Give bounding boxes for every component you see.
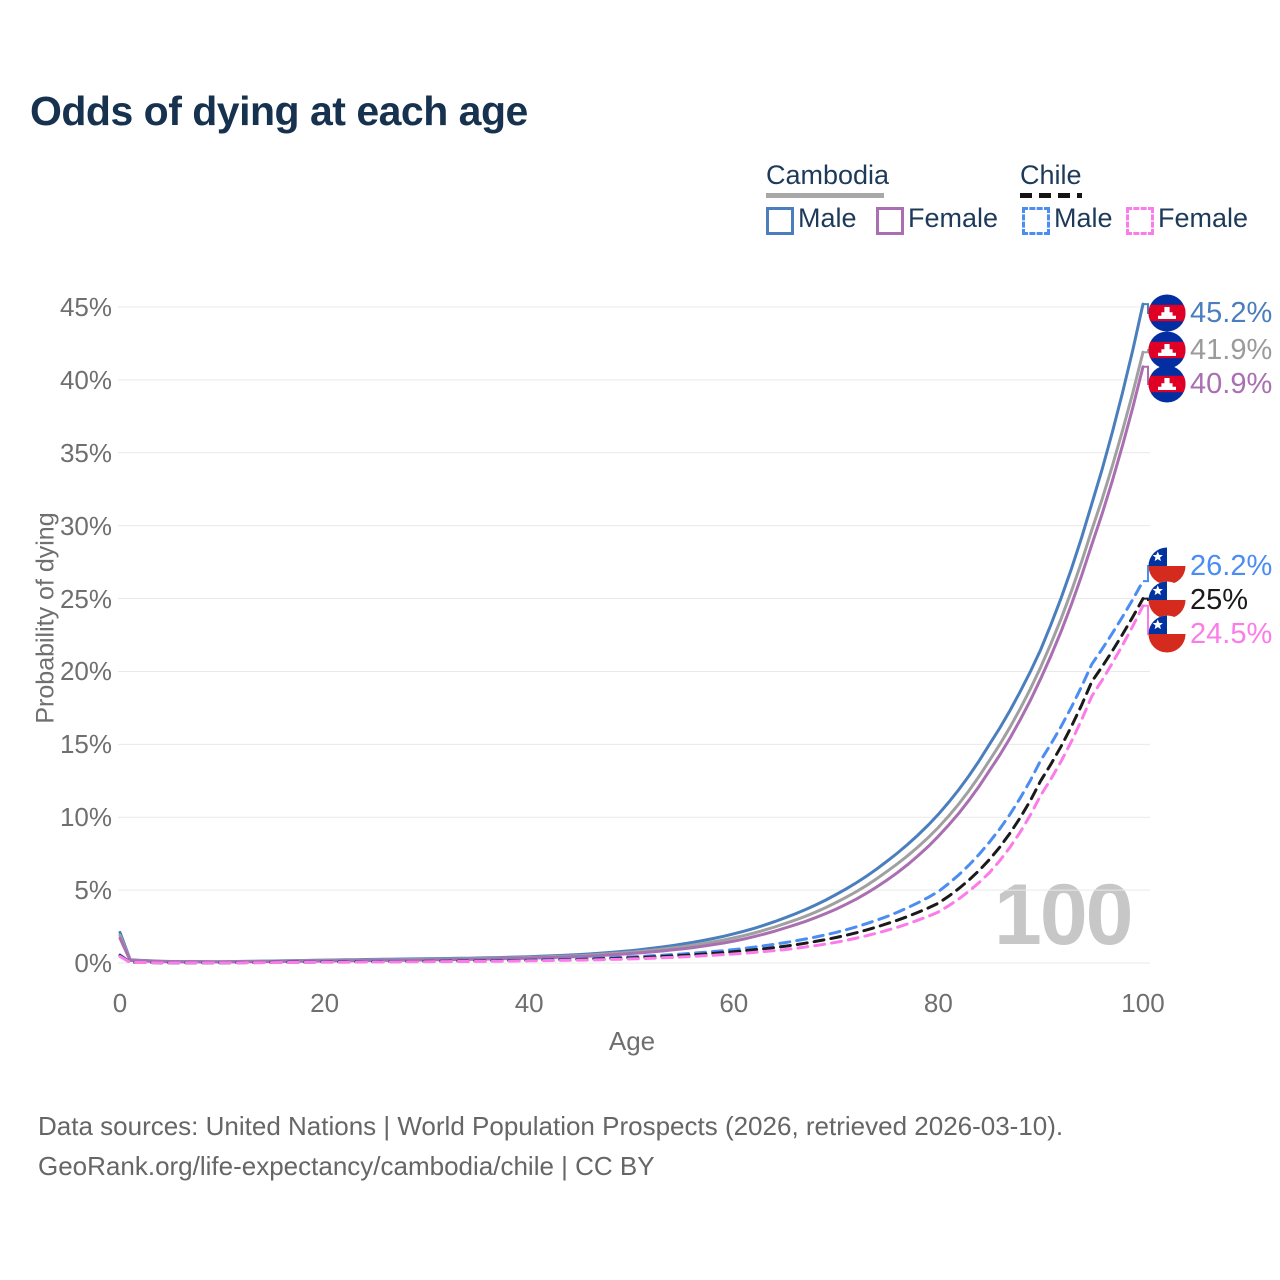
- chile-flag-icon: [1148, 615, 1186, 653]
- legend-item-cambodia-male[interactable]: Male: [798, 203, 857, 233]
- legend-item-chile-female[interactable]: Female: [1158, 203, 1249, 233]
- y-tick-label: 30%: [59, 510, 112, 541]
- y-tick-label: 0%: [74, 948, 112, 978]
- x-tick-label: 0: [112, 988, 128, 1018]
- x-tick-label: 60: [719, 988, 749, 1018]
- chile-flag-icon: [1148, 581, 1186, 619]
- y-tick-label: 25%: [59, 583, 112, 614]
- y-tick-label: 10%: [59, 802, 112, 833]
- x-tick-label: 40: [514, 988, 544, 1018]
- x-tick-label: 80: [923, 988, 953, 1018]
- end-value-label: 45.2%: [1190, 297, 1273, 329]
- legend-item-chile-male[interactable]: Male: [1054, 203, 1113, 233]
- series-line-chile-female: [118, 604, 1145, 965]
- x-tick-label: 100: [1121, 988, 1165, 1018]
- cambodia-flag-icon: [1148, 331, 1186, 369]
- legend-swatch-chile-male[interactable]: [1022, 207, 1050, 235]
- data-sources-line: Data sources: United Nations | World Pop…: [38, 1111, 1064, 1141]
- x-axis-title: Age: [608, 1026, 656, 1056]
- y-tick-label: 5%: [74, 875, 112, 906]
- end-value-label: 25%: [1190, 584, 1249, 616]
- chile-line-sample: [1020, 193, 1082, 198]
- cambodia-flag-icon: [1148, 365, 1186, 403]
- y-axis-title: Probability of dying: [31, 512, 60, 724]
- legend-swatch-cambodia-female[interactable]: [876, 207, 904, 235]
- series-line-cambodia-male: [118, 302, 1145, 964]
- end-value-label: 26.2%: [1190, 550, 1273, 582]
- series-line-chile-both: [118, 597, 1145, 965]
- cambodia-line-sample: [766, 193, 884, 198]
- source-footer: Data sources: United Nations | World Pop…: [38, 1106, 1063, 1186]
- x-tick-label: 20: [310, 988, 340, 1018]
- attribution-line: GeoRank.org/life-expectancy/cambodia/chi…: [38, 1151, 655, 1181]
- age-watermark: 100: [994, 867, 1133, 963]
- legend-swatch-cambodia-male[interactable]: [766, 207, 794, 235]
- end-value-label: 41.9%: [1190, 334, 1273, 366]
- legend-swatch-chile-female[interactable]: [1126, 207, 1154, 235]
- y-tick-label: 35%: [59, 437, 112, 468]
- legend-group-chile[interactable]: Chile: [1020, 160, 1082, 190]
- y-tick-label: 45%: [59, 292, 112, 322]
- end-value-label: 24.5%: [1190, 618, 1273, 650]
- legend-group-cambodia[interactable]: Cambodia: [766, 160, 890, 190]
- cambodia-flag-icon: [1148, 294, 1186, 332]
- y-tick-label: 40%: [59, 364, 112, 395]
- y-tick-label: 20%: [59, 656, 112, 687]
- end-value-label: 40.9%: [1190, 368, 1273, 400]
- chart-title: Odds of dying at each age: [30, 88, 528, 134]
- y-tick-label: 15%: [59, 729, 112, 760]
- chile-flag-icon: [1148, 547, 1186, 585]
- legend-item-cambodia-female[interactable]: Female: [908, 203, 999, 233]
